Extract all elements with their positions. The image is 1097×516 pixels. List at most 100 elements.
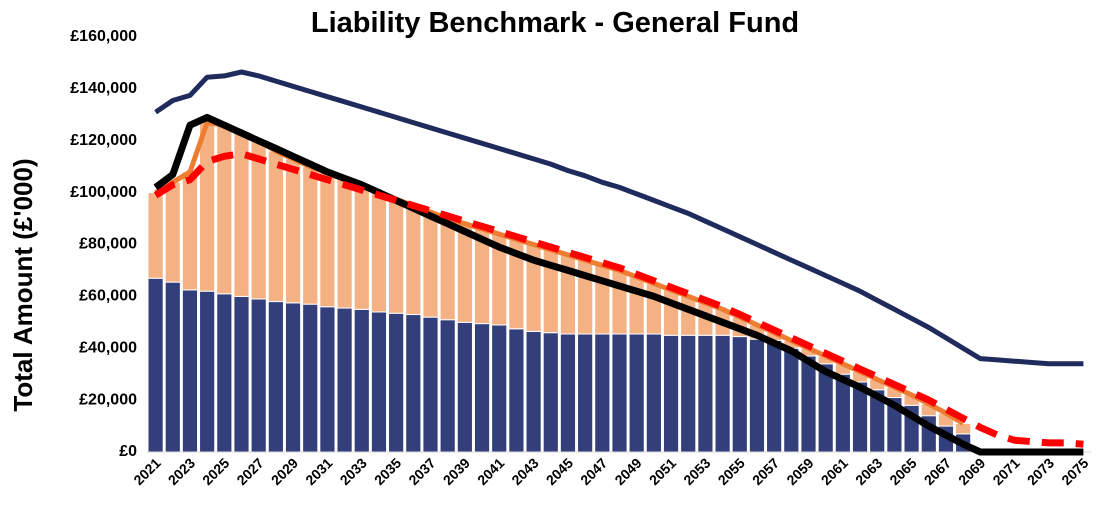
bar xyxy=(336,307,353,453)
bar xyxy=(525,330,542,453)
line xyxy=(154,69,1084,367)
bar xyxy=(473,323,491,453)
chart-title: Liability Benchmark - General Fund xyxy=(311,7,799,39)
x-tick-label: 2033 xyxy=(337,455,370,488)
x-tick-label: 2057 xyxy=(749,455,782,488)
bar xyxy=(302,303,319,453)
x-tick-label: 2025 xyxy=(199,455,232,488)
x-tick-label: 2043 xyxy=(508,455,541,488)
bar xyxy=(181,171,199,291)
x-tick-label: 2067 xyxy=(921,455,954,488)
bar xyxy=(456,223,473,323)
y-tick-label: £120,000 xyxy=(70,132,137,149)
bar xyxy=(370,311,388,453)
bar xyxy=(628,333,645,453)
bar xyxy=(353,185,370,310)
bar xyxy=(199,290,216,453)
y-tick-label: £0 xyxy=(119,443,137,460)
bar xyxy=(388,198,405,314)
bar xyxy=(319,172,336,308)
bar xyxy=(662,289,680,336)
bar xyxy=(680,334,697,453)
x-tick-label: 2035 xyxy=(371,455,404,488)
bar xyxy=(456,321,473,453)
bar xyxy=(164,181,181,283)
bar xyxy=(405,205,422,316)
bar xyxy=(199,122,216,292)
bar xyxy=(233,295,250,453)
y-axis-title: Total Amount (£'000) xyxy=(8,158,38,411)
bar xyxy=(267,150,284,303)
bar xyxy=(284,158,302,304)
x-tick-label: 2059 xyxy=(783,455,816,488)
x-tick-label: 2029 xyxy=(268,455,301,488)
x-tick-label: 2051 xyxy=(646,455,679,488)
y-tick-label: £80,000 xyxy=(79,236,137,253)
bar xyxy=(216,293,233,453)
y-tick-label: £100,000 xyxy=(70,184,137,201)
x-tick-label: 2049 xyxy=(611,455,644,488)
bar xyxy=(800,355,817,453)
bar xyxy=(697,334,714,453)
bar xyxy=(611,269,628,335)
bar xyxy=(353,308,370,453)
y-tick-label: £40,000 xyxy=(79,339,137,356)
line xyxy=(153,150,1084,448)
bar xyxy=(422,211,439,318)
bar xyxy=(594,333,611,453)
bar xyxy=(662,334,680,453)
bar xyxy=(955,422,972,435)
bar xyxy=(508,328,525,453)
bar xyxy=(559,333,577,453)
bar xyxy=(439,319,456,453)
bar xyxy=(491,324,508,453)
bar xyxy=(783,347,800,453)
bar xyxy=(645,282,662,335)
bar xyxy=(766,339,783,453)
line xyxy=(153,113,1084,456)
y-tick-label: £160,000 xyxy=(70,28,137,45)
bar xyxy=(267,301,284,453)
bar xyxy=(370,192,388,313)
bar xyxy=(336,179,353,309)
bar xyxy=(147,192,164,279)
x-tick-label: 2045 xyxy=(543,455,576,488)
x-tick-label: 2063 xyxy=(852,455,885,488)
bar xyxy=(164,281,181,453)
bar xyxy=(181,289,199,453)
bar xyxy=(577,333,594,453)
bar xyxy=(284,302,302,453)
x-tick-label: 2031 xyxy=(302,455,335,488)
y-tick-label: £140,000 xyxy=(70,80,137,97)
x-tick-label: 2055 xyxy=(715,455,748,488)
x-tick-label: 2075 xyxy=(1058,455,1091,488)
x-tick-label: 2069 xyxy=(955,455,988,488)
bar xyxy=(250,298,267,453)
bar xyxy=(250,140,267,300)
bar xyxy=(834,373,851,453)
x-tick-label: 2071 xyxy=(989,455,1022,488)
bar xyxy=(216,124,233,295)
x-tick-label: 2041 xyxy=(474,455,507,488)
x-tick-label: 2039 xyxy=(440,455,473,488)
y-tick-label: £20,000 xyxy=(79,391,137,408)
bar xyxy=(388,312,405,453)
bar xyxy=(422,316,439,453)
bar xyxy=(302,166,319,305)
bar xyxy=(628,276,645,335)
bar xyxy=(439,218,456,321)
bar xyxy=(542,332,559,453)
bar xyxy=(645,333,662,453)
x-tick-label: 2047 xyxy=(577,455,610,488)
bar xyxy=(680,295,697,336)
x-tick-label: 2053 xyxy=(680,455,713,488)
bar xyxy=(731,336,748,453)
x-tick-label: 2027 xyxy=(233,455,266,488)
y-tick-label: £60,000 xyxy=(79,288,137,305)
bar xyxy=(714,334,731,453)
x-tick-label: 2023 xyxy=(165,455,198,488)
bar xyxy=(319,306,336,453)
bar xyxy=(405,314,422,453)
